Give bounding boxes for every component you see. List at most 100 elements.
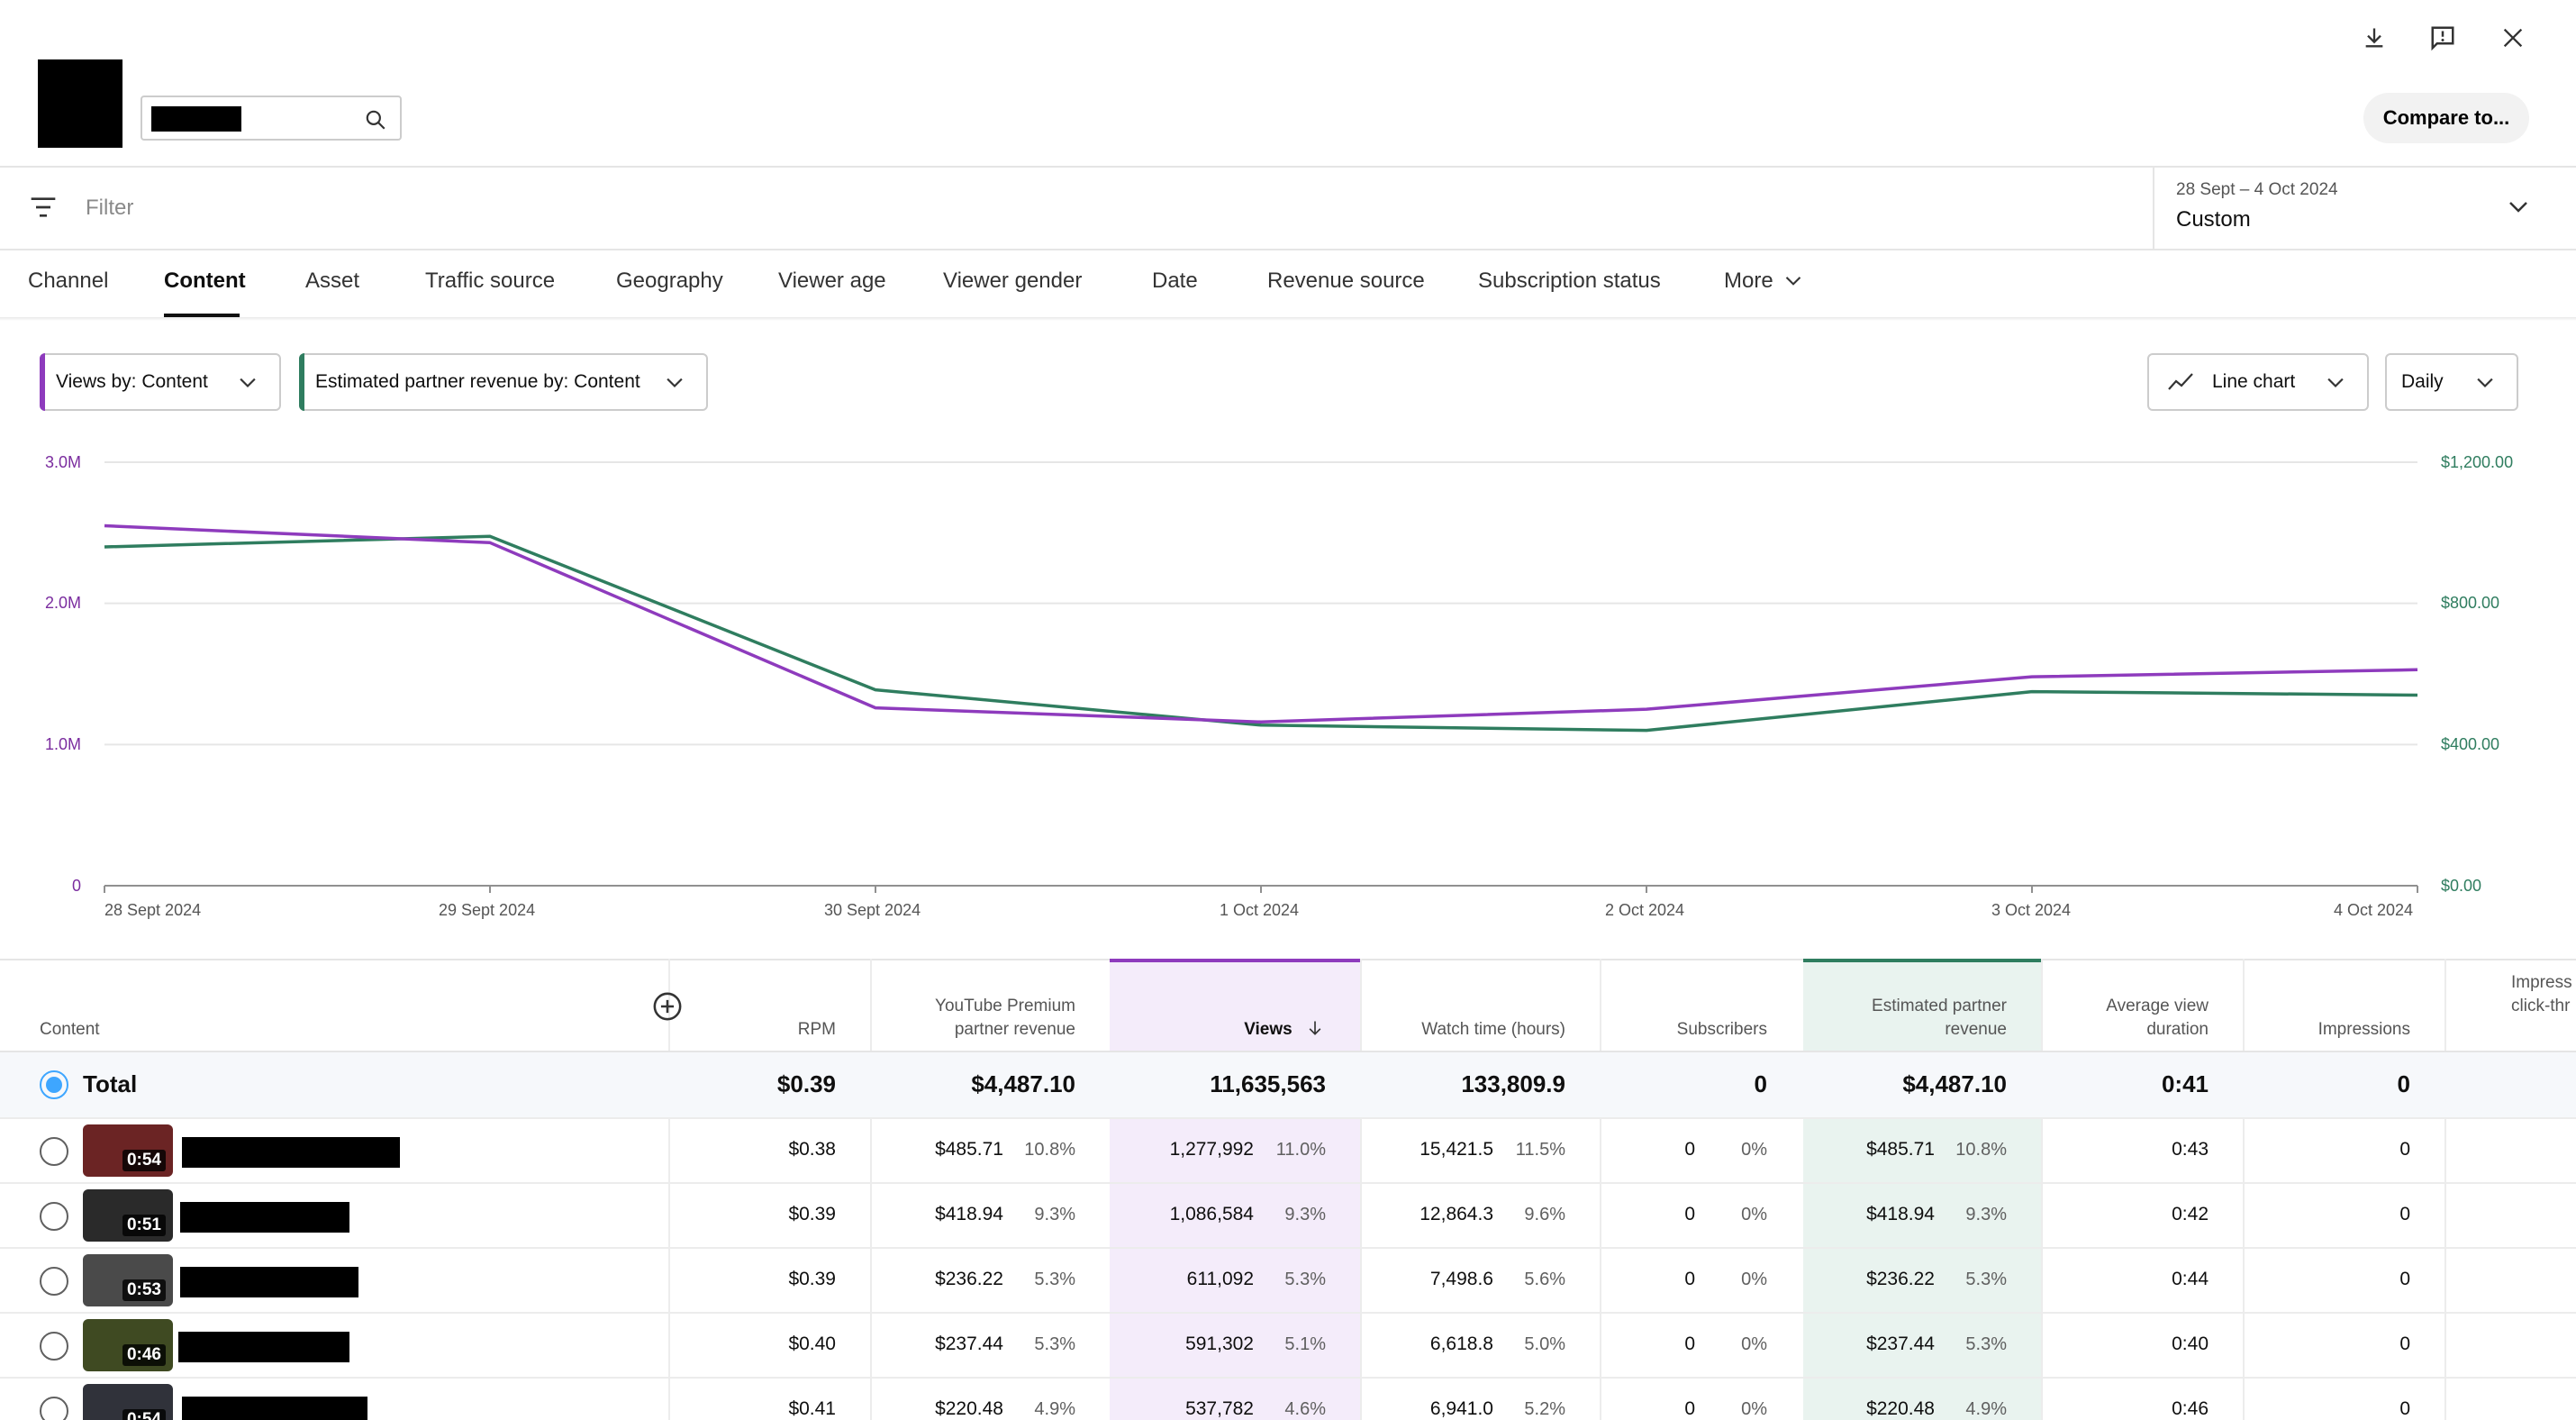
row-radio[interactable] xyxy=(40,1137,68,1166)
revenue-series-line[interactable] xyxy=(104,534,2418,733)
row-radio[interactable] xyxy=(40,1397,68,1420)
tab-content[interactable]: Content xyxy=(164,269,246,293)
row-impressions: 0 xyxy=(2399,1139,2410,1160)
table-row[interactable]: 0:46 $0.40 $237.44 5.3% 591,302 5.1% 6,6… xyxy=(0,1314,2576,1379)
header-premium-revenue[interactable]: YouTube Premium partner revenue xyxy=(935,995,1075,1042)
row-revenue: $418.94 xyxy=(1866,1204,1935,1224)
tab-traffic-source[interactable]: Traffic source xyxy=(425,269,556,293)
total-premium: $4,487.10 xyxy=(971,1070,1075,1097)
row-avg-duration: 0:43 xyxy=(2172,1139,2209,1160)
chart-type-label: Line chart xyxy=(2212,371,2296,392)
video-duration: 0:54 xyxy=(122,1150,166,1171)
row-rpm: $0.39 xyxy=(788,1269,836,1289)
row-views-pct: 4.6% xyxy=(1284,1399,1326,1419)
tab-asset[interactable]: Asset xyxy=(305,269,360,293)
x-tick-label: 4 Oct 2024 xyxy=(2334,901,2414,919)
table-row[interactable]: 0:54 $0.38 $485.71 10.8% 1,277,992 11.0%… xyxy=(0,1119,2576,1184)
tab-subscription-status[interactable]: Subscription status xyxy=(1478,269,1661,293)
video-thumbnail[interactable]: 0:54 xyxy=(83,1124,173,1177)
redacted-video-title[interactable] xyxy=(180,1267,358,1297)
feedback-icon[interactable] xyxy=(2426,22,2459,54)
x-tick-label: 28 Sept 2024 xyxy=(104,901,202,919)
total-radio[interactable] xyxy=(40,1070,68,1099)
download-icon[interactable] xyxy=(2358,22,2390,54)
date-range-picker[interactable]: 28 Sept – 4 Oct 2024 Custom xyxy=(2153,168,2576,249)
views-series-line[interactable] xyxy=(104,523,2418,724)
row-avg-duration: 0:40 xyxy=(2172,1334,2209,1354)
interval-select[interactable]: Daily xyxy=(2385,353,2518,411)
header-impressions-ctr[interactable]: Impress click-thr xyxy=(2511,971,2576,1018)
tab-viewer-gender[interactable]: Viewer gender xyxy=(943,269,1083,293)
row-watch-pct: 5.2% xyxy=(1524,1399,1565,1419)
row-premium: $220.48 xyxy=(935,1398,1003,1419)
column-divider xyxy=(870,959,872,1420)
redacted-video-title[interactable] xyxy=(178,1332,349,1362)
close-icon[interactable] xyxy=(2497,22,2529,54)
row-impressions: 0 xyxy=(2399,1398,2410,1419)
filter-icon[interactable] xyxy=(29,195,58,220)
chart-type-select[interactable]: Line chart xyxy=(2147,353,2369,411)
y-tick-left: 0 xyxy=(71,877,81,895)
y-tick-left: 2.0M xyxy=(44,594,81,612)
table-row[interactable]: 0:53 $0.39 $236.22 5.3% 611,092 5.3% 7,4… xyxy=(0,1249,2576,1314)
column-divider xyxy=(2444,959,2446,1420)
row-subs-pct: 0% xyxy=(1741,1334,1767,1354)
tab-viewer-age[interactable]: Viewer age xyxy=(778,269,886,293)
compare-to-button[interactable]: Compare to... xyxy=(2363,93,2529,143)
video-thumbnail[interactable]: 0:54 xyxy=(83,1384,173,1420)
redacted-search-text xyxy=(151,106,241,132)
header-rpm[interactable]: RPM xyxy=(797,1020,836,1039)
tab-revenue-source[interactable]: Revenue source xyxy=(1267,269,1425,293)
header-watch-time[interactable]: Watch time (hours) xyxy=(1421,1020,1565,1039)
video-duration: 0:54 xyxy=(122,1409,166,1420)
header-content[interactable]: Content xyxy=(40,1020,100,1039)
views-color-bar xyxy=(40,353,45,411)
column-divider xyxy=(1600,959,1601,1420)
row-rpm: $0.39 xyxy=(788,1204,836,1224)
tab-geography[interactable]: Geography xyxy=(616,269,723,293)
header-subscribers[interactable]: Subscribers xyxy=(1676,1020,1767,1039)
header-views[interactable]: Views xyxy=(1244,1018,1324,1042)
row-premium: $485.71 xyxy=(935,1139,1003,1160)
header-divider xyxy=(0,166,2576,168)
header-ctr-line2: click-thr xyxy=(2511,997,2571,1015)
row-radio[interactable] xyxy=(40,1267,68,1296)
metric-revenue-select[interactable]: Estimated partner revenue by: Content xyxy=(299,353,708,411)
header-premium-line1: YouTube Premium xyxy=(935,997,1075,1015)
redacted-video-title[interactable] xyxy=(182,1397,367,1420)
tab-channel[interactable]: Channel xyxy=(28,269,109,293)
header-estimated-revenue[interactable]: Estimated partner revenue xyxy=(1872,995,2007,1042)
header-average-view-duration[interactable]: Average view duration xyxy=(2106,995,2209,1042)
total-label: Total xyxy=(83,1070,138,1097)
row-radio[interactable] xyxy=(40,1202,68,1231)
video-thumbnail[interactable]: 0:46 xyxy=(83,1319,173,1371)
add-column-icon[interactable] xyxy=(652,991,683,1022)
search-input[interactable] xyxy=(141,96,402,141)
filter-input[interactable]: Filter xyxy=(86,196,134,220)
tab-date[interactable]: Date xyxy=(1152,269,1198,293)
search-icon[interactable] xyxy=(364,108,387,132)
table-row[interactable]: 0:51 $0.39 $418.94 9.3% 1,086,584 9.3% 1… xyxy=(0,1184,2576,1249)
redacted-video-title[interactable] xyxy=(180,1202,349,1233)
row-subscribers: 0 xyxy=(1684,1204,1695,1224)
column-divider xyxy=(2243,959,2245,1420)
y-tick-right: $0.00 xyxy=(2441,877,2482,895)
row-radio[interactable] xyxy=(40,1332,68,1361)
video-thumbnail[interactable]: 0:51 xyxy=(83,1189,173,1242)
row-revenue: $236.22 xyxy=(1866,1269,1935,1289)
tab-more[interactable]: More xyxy=(1724,269,1802,294)
row-revenue: $220.48 xyxy=(1866,1398,1935,1419)
column-divider xyxy=(2041,959,2043,1420)
tab-more-label: More xyxy=(1724,269,1773,293)
metric-views-select[interactable]: Views by: Content xyxy=(40,353,281,411)
header-impressions[interactable]: Impressions xyxy=(2317,1020,2410,1039)
total-row[interactable]: Total $0.39 $4,487.10 11,635,563 133,809… xyxy=(0,1051,2576,1119)
row-watch-pct: 5.0% xyxy=(1524,1334,1565,1354)
row-views: 611,092 xyxy=(1186,1269,1254,1289)
row-premium-pct: 10.8% xyxy=(1024,1140,1075,1160)
redacted-video-title[interactable] xyxy=(182,1137,400,1168)
column-divider xyxy=(1360,959,1362,1420)
video-thumbnail[interactable]: 0:53 xyxy=(83,1254,173,1306)
video-duration: 0:53 xyxy=(122,1279,166,1301)
table-row[interactable]: 0:54 $0.41 $220.48 4.9% 537,782 4.6% 6,9… xyxy=(0,1379,2576,1420)
